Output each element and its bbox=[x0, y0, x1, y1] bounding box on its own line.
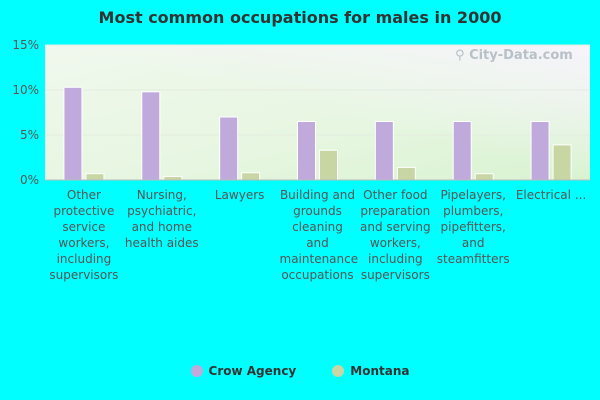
bar-series-1[interactable] bbox=[219, 116, 239, 181]
bar-series-2[interactable] bbox=[85, 173, 105, 181]
x-category-label: Pipelayers, plumbers, pipefitters, and s… bbox=[436, 188, 510, 266]
chart-title: Most common occupations for males in 200… bbox=[98, 8, 502, 27]
legend-swatch-series-1 bbox=[190, 365, 203, 377]
bar-series-2[interactable] bbox=[163, 175, 183, 181]
bar-series-1[interactable] bbox=[63, 86, 83, 181]
bar-series-2[interactable] bbox=[319, 149, 338, 181]
plot-area-sheen bbox=[45, 45, 590, 180]
x-category-label: Electrical ... bbox=[515, 188, 587, 202]
bar-series-1[interactable] bbox=[297, 121, 316, 181]
legend-item-series-1: Crow Agency bbox=[190, 364, 297, 378]
watermark: ⚲ City-Data.com bbox=[455, 48, 573, 63]
bar-series-1[interactable] bbox=[141, 91, 161, 181]
y-tick-label: 10% bbox=[12, 83, 39, 97]
y-tick-label: 5% bbox=[20, 128, 39, 142]
watermark-icon: ⚲ bbox=[455, 48, 470, 63]
x-category-label: Other protective service workers, includ… bbox=[49, 188, 119, 282]
y-tick-label: 15% bbox=[12, 38, 39, 52]
x-category-label: Nursing, psychiatric, and home health ai… bbox=[124, 188, 199, 250]
legend: Crow Agency Montana bbox=[0, 364, 600, 378]
bar-series-2[interactable] bbox=[241, 172, 261, 181]
watermark-text: City-Data.com bbox=[469, 48, 573, 63]
legend-label-series-1: Crow Agency bbox=[208, 364, 297, 378]
bar-series-2[interactable] bbox=[396, 166, 416, 181]
bar-series-2[interactable] bbox=[474, 173, 494, 181]
legend-label-series-2: Montana bbox=[350, 364, 410, 378]
y-tick-label: 0% bbox=[20, 173, 39, 187]
legend-item-series-2: Montana bbox=[332, 364, 409, 378]
x-category-label: Other food preparation and serving worke… bbox=[360, 188, 431, 282]
bar-series-2[interactable] bbox=[552, 144, 572, 181]
bar-series-1[interactable] bbox=[374, 121, 394, 181]
bar-series-1[interactable] bbox=[452, 121, 472, 181]
bar-series-1[interactable] bbox=[530, 121, 550, 181]
legend-swatch-series-2 bbox=[332, 365, 345, 377]
x-category-label: Lawyers bbox=[214, 188, 265, 202]
x-category-label: Building and grounds cleaning and mainte… bbox=[279, 188, 359, 282]
